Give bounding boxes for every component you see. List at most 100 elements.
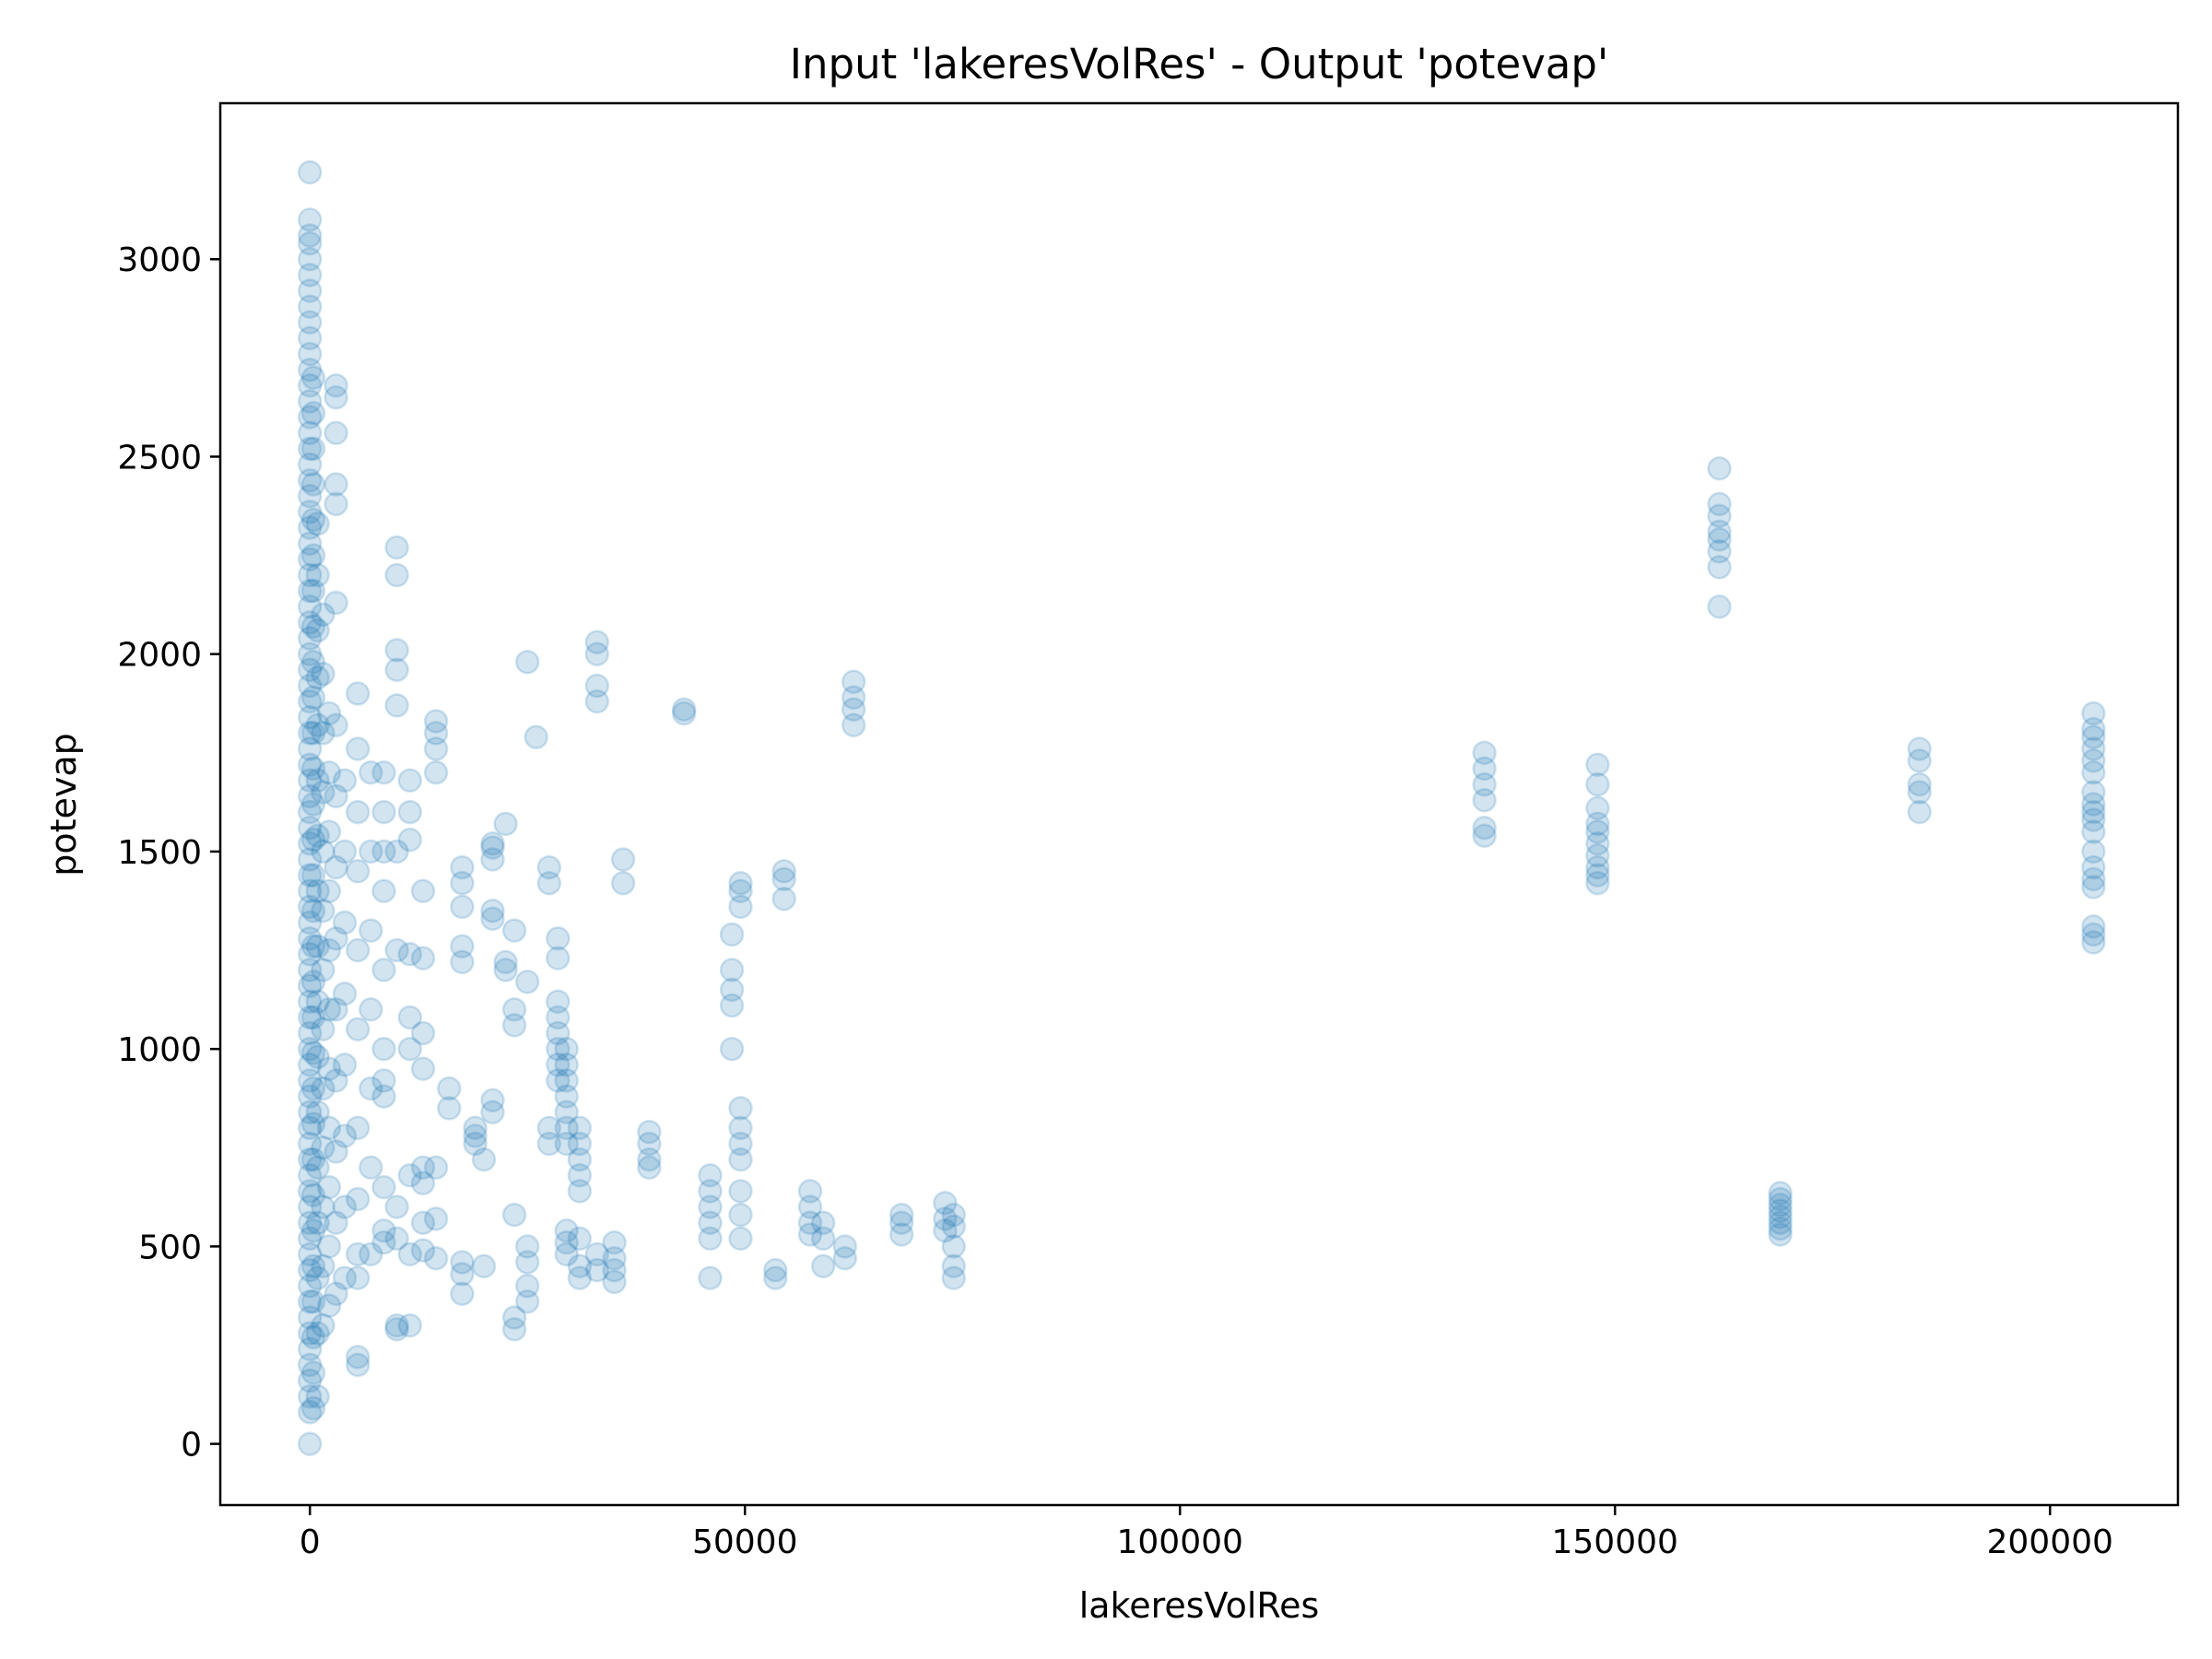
data-point [1472, 771, 1497, 797]
data-point [305, 1210, 330, 1235]
data-point [297, 1005, 323, 1030]
data-point [297, 1194, 323, 1219]
data-point [1768, 1181, 1793, 1206]
data-point [567, 1162, 593, 1188]
data-point [1768, 1222, 1793, 1247]
data-point [514, 1250, 540, 1275]
data-point [1707, 555, 1732, 580]
data-point [305, 1155, 330, 1180]
data-point [2081, 724, 2106, 749]
data-point [423, 709, 449, 734]
data-point [637, 1155, 662, 1180]
data-point [771, 859, 796, 884]
data-point [1585, 819, 1610, 844]
data-point [311, 661, 335, 687]
data-point [1472, 787, 1497, 813]
data-point [397, 1162, 423, 1188]
data-point [1707, 594, 1732, 619]
data-point [305, 878, 330, 904]
data-point [300, 1182, 326, 1207]
data-point [2081, 819, 2106, 844]
data-point [300, 1005, 326, 1030]
data-point [297, 207, 323, 232]
data-point [324, 1068, 348, 1093]
data-point [536, 854, 562, 880]
data-point [297, 325, 323, 351]
data-point [501, 1013, 527, 1038]
data-point [719, 977, 745, 1003]
data-point [554, 1068, 579, 1093]
data-point [719, 1036, 745, 1062]
data-point [797, 1179, 823, 1204]
data-point [316, 1115, 342, 1141]
data-point [384, 839, 409, 865]
data-point [371, 1084, 396, 1109]
data-point [410, 1210, 436, 1235]
data-point [410, 946, 436, 971]
data-point [297, 310, 323, 335]
data-point [1707, 527, 1732, 552]
data-point [933, 1190, 958, 1216]
data-point [345, 1352, 371, 1378]
data-point [546, 1053, 571, 1077]
data-point [841, 697, 866, 722]
data-point [2081, 700, 2106, 726]
data-point [311, 602, 335, 628]
data-point [728, 1147, 753, 1172]
data-point [297, 223, 323, 248]
data-point [514, 1273, 540, 1299]
data-point [397, 799, 423, 825]
data-point [554, 1241, 579, 1267]
data-point [610, 870, 636, 896]
data-point [359, 918, 383, 943]
data-point [300, 685, 326, 711]
data-point [371, 958, 396, 982]
data-point [384, 562, 409, 588]
data-point [345, 799, 371, 825]
data-point [941, 1265, 967, 1290]
data-point [297, 1115, 323, 1141]
data-point [567, 1226, 593, 1252]
data-point [397, 1241, 423, 1267]
data-point [332, 768, 358, 794]
y-tick-label: 3000 [117, 241, 202, 279]
data-point [297, 1289, 323, 1314]
data-point [300, 507, 326, 533]
data-point [297, 958, 323, 982]
data-point [514, 970, 540, 994]
data-point [297, 783, 323, 809]
data-point [297, 1321, 323, 1346]
y-tick-label: 0 [181, 1427, 202, 1465]
data-point [888, 1202, 914, 1228]
data-point [536, 870, 562, 896]
data-point [1707, 491, 1732, 517]
data-point [397, 827, 423, 853]
data-point [311, 898, 335, 924]
data-point [297, 1053, 323, 1077]
data-point [602, 1269, 627, 1295]
data-point [637, 1147, 662, 1172]
data-point [554, 1115, 579, 1141]
data-point [324, 1281, 348, 1307]
data-point [637, 1131, 662, 1157]
x-tick-label: 150000 [1552, 1524, 1678, 1561]
data-point [546, 1068, 571, 1093]
y-tick-label: 1500 [117, 834, 202, 872]
data-point [536, 1131, 562, 1157]
data-point [371, 1218, 396, 1243]
data-point [297, 1147, 323, 1172]
data-point [941, 1253, 967, 1279]
data-point [297, 547, 323, 572]
data-point [311, 839, 335, 865]
data-point [345, 1345, 371, 1370]
data-point [316, 1056, 342, 1081]
data-point [332, 1053, 358, 1077]
data-point [300, 1289, 326, 1314]
data-point [297, 405, 323, 429]
data-point [324, 997, 348, 1022]
data-point [300, 1324, 326, 1350]
data-point [311, 1017, 335, 1041]
data-point [297, 230, 323, 256]
data-point [728, 878, 753, 904]
x-axis-label: lakeresVolRes [1079, 1585, 1320, 1626]
